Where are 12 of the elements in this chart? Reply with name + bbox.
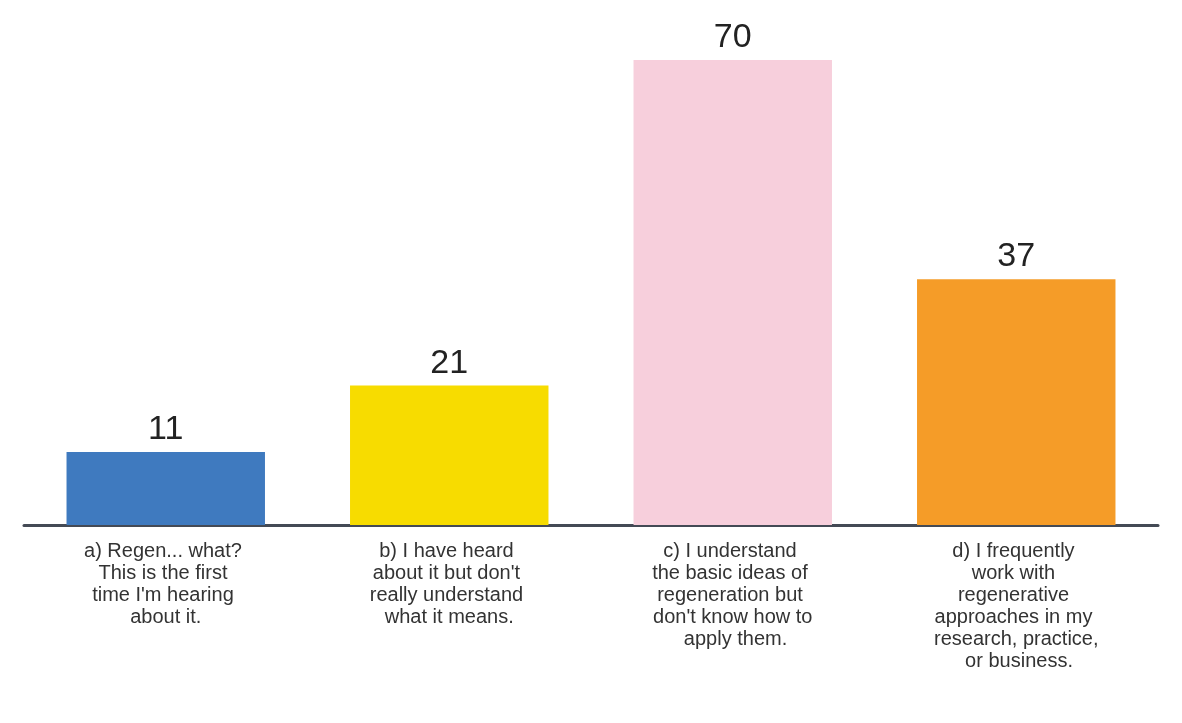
bar — [633, 60, 832, 525]
data-label: 70 — [713, 16, 752, 54]
x-tick-label: d) I frequently work with regenerative approaches in my research, practice, or business. — [933, 539, 1099, 671]
bar — [66, 451, 265, 525]
data-label: 11 — [148, 407, 184, 446]
data-label: 37 — [997, 235, 1036, 274]
x-tick-label: b) I have heard about it but don't really understand what it means. — [369, 539, 529, 627]
data-label: 21 — [430, 341, 469, 380]
bar — [350, 385, 549, 525]
x-tick-label: c) I understand the basic ideas of regeneration but don't know how to apply them. — [652, 539, 814, 649]
x-tick-label: a) Regen... what? This is the first time I'm hearing about it. — [84, 539, 248, 627]
bar — [917, 279, 1116, 525]
